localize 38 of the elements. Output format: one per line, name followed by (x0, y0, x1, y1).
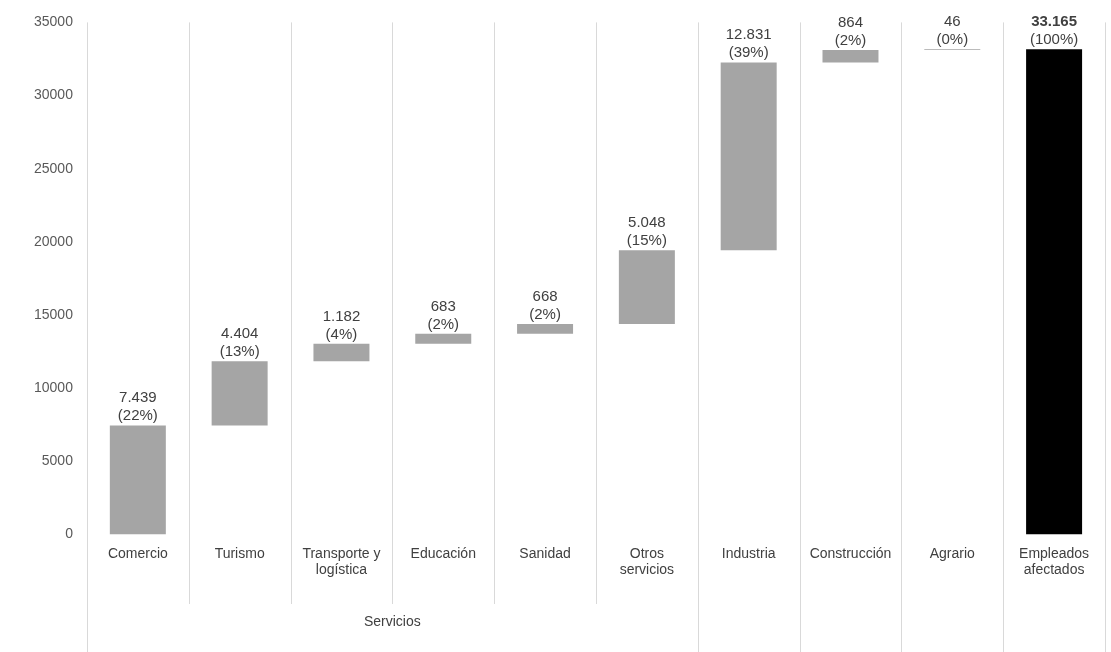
y-tick-label: 15000 (33, 305, 74, 322)
bar (313, 343, 370, 362)
data-label: 7.439 (22%) (117, 388, 158, 424)
data-label: 1.182 (4%) (322, 306, 361, 342)
x-tick-label: Construcción (809, 544, 892, 561)
bar (211, 361, 268, 426)
bar (1026, 49, 1083, 535)
x-tick-label: Industria (721, 544, 776, 561)
data-label: 864 (2%) (834, 12, 867, 48)
y-tick-label: 5000 (41, 452, 74, 469)
text: Servicios (363, 612, 421, 629)
bar (822, 49, 879, 63)
y-tick-label: 35000 (33, 13, 74, 30)
data-label: 683 (2%) (427, 296, 460, 332)
x-tick-label: Otros servicios (619, 544, 675, 578)
bar (618, 250, 675, 325)
y-tick-label: 20000 (33, 232, 74, 249)
bar (109, 425, 166, 535)
x-tick-label: Transporte y logística (302, 544, 381, 578)
data-label: 12.831 (39%) (725, 25, 772, 61)
x-tick-label: Educación (410, 544, 476, 561)
data-label: 4.404 (13%) (219, 323, 260, 359)
x-tick-label: Turismo (214, 544, 265, 561)
y-tick-label: 30000 (33, 86, 74, 103)
data-label: 668 (2%) (529, 286, 561, 322)
y-tick-label: 0 (65, 525, 74, 542)
bar (720, 62, 777, 251)
x-tick-label: Comercio (107, 544, 168, 561)
data-label: 33.165 (100%) (1029, 11, 1079, 47)
y-tick-label: 25000 (33, 159, 74, 176)
data-label: 5.048 (15%) (626, 212, 667, 248)
data-label: 46 (0%) (936, 11, 969, 47)
y-tick-label: 10000 (33, 378, 74, 395)
x-tick-label: Agrario (929, 544, 976, 561)
bar (517, 324, 574, 334)
x-tick-label: Sanidad (519, 544, 571, 561)
bar (415, 333, 472, 344)
x-tick-label: Empleados afectados (1019, 544, 1090, 578)
